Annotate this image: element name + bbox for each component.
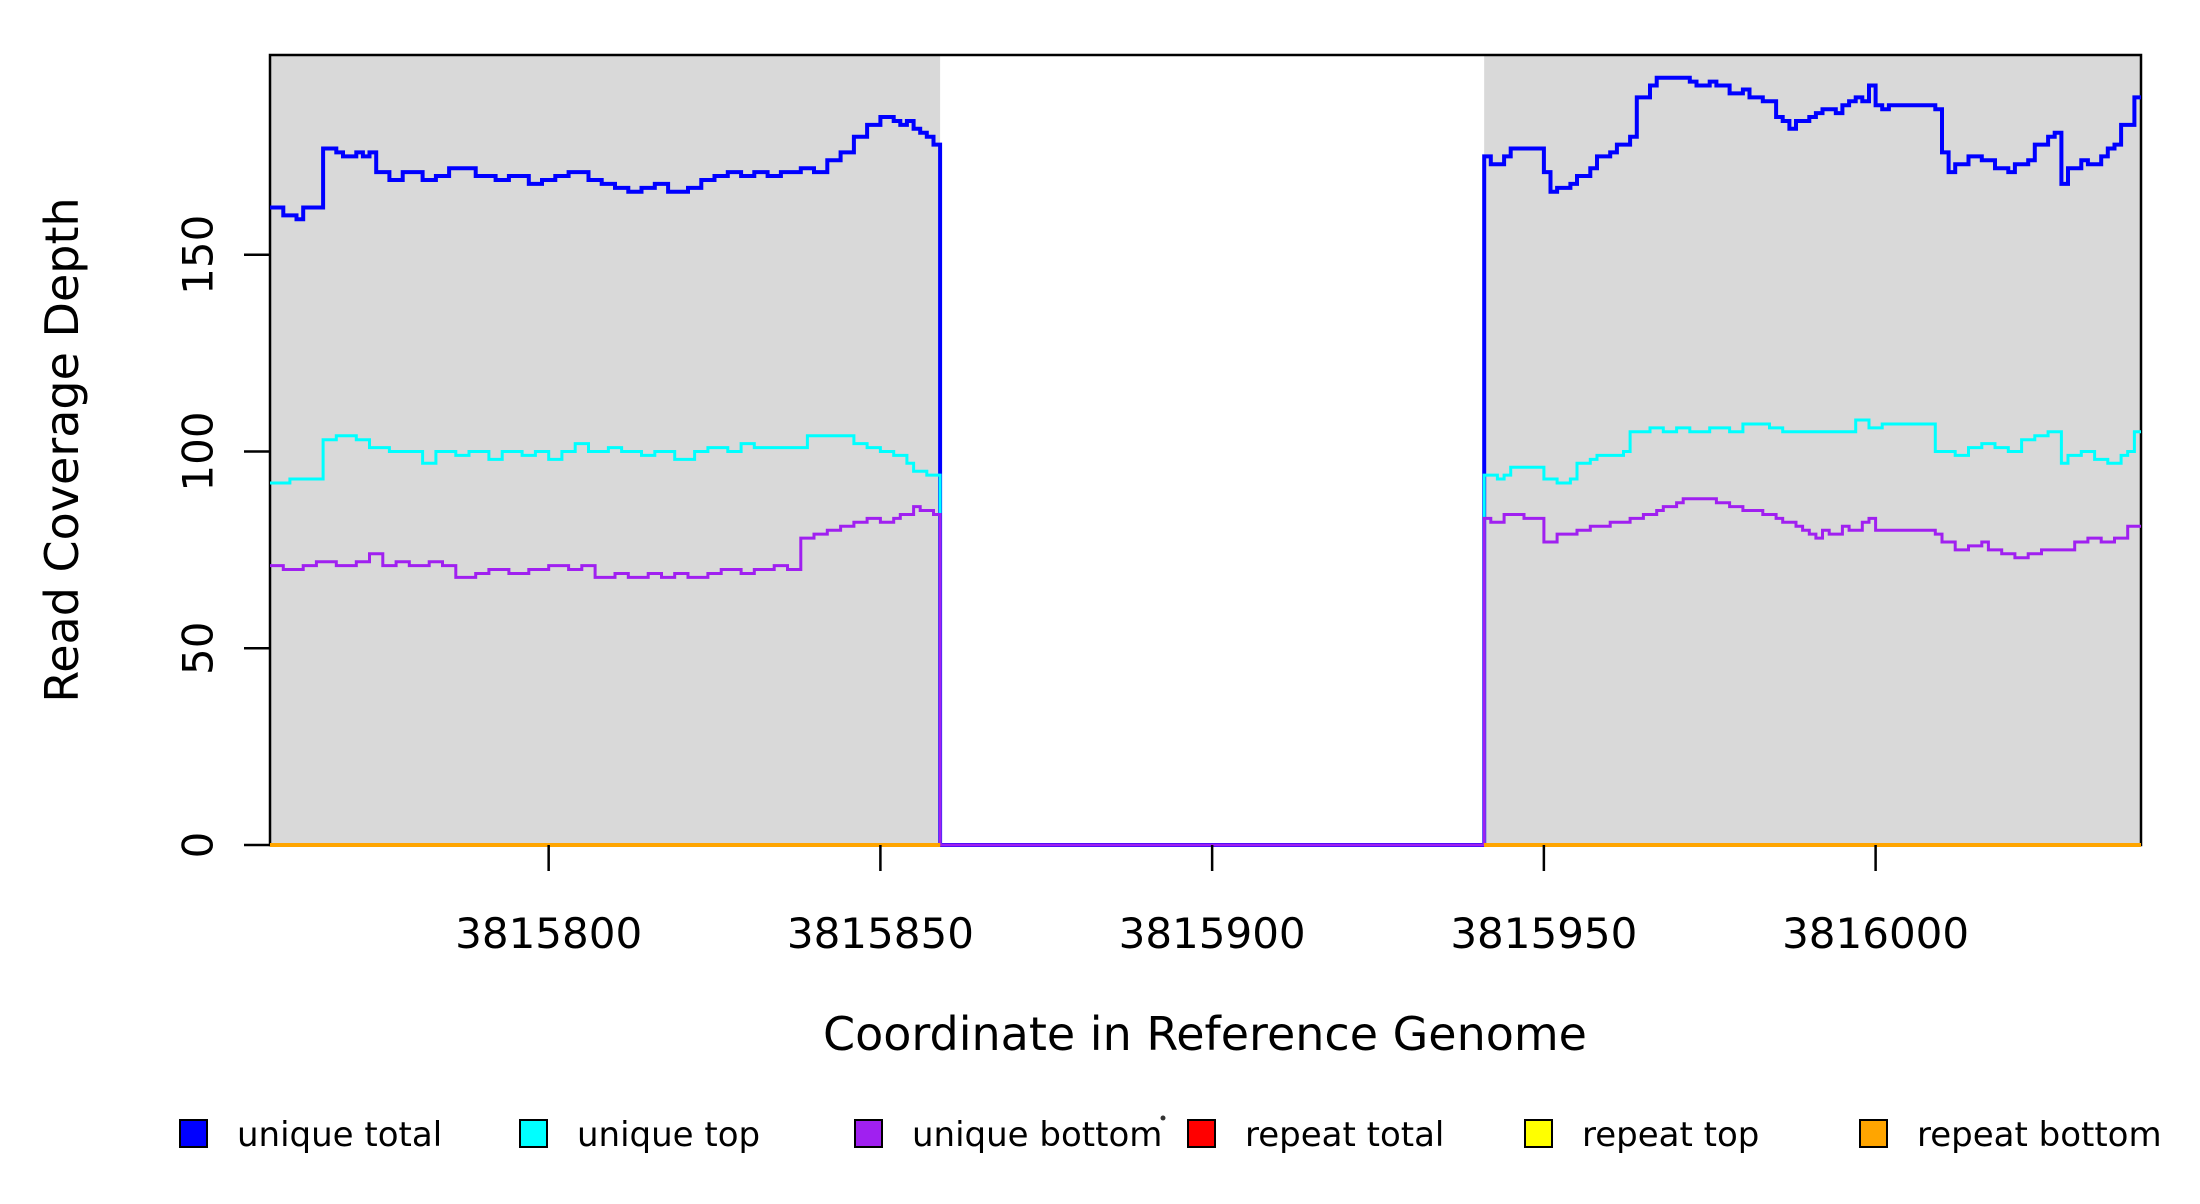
x-axis-title: Coordinate in Reference Genome: [823, 1007, 1587, 1061]
y-tick-label: 50: [174, 622, 223, 675]
series-line-unique-top: [270, 418, 2141, 847]
legend-swatch: [519, 1119, 548, 1148]
stray-dot: [1160, 1115, 1166, 1121]
legend-swatch: [854, 1119, 883, 1148]
legend-item-repeat-top: repeat top: [1524, 1115, 1759, 1155]
y-tick-label: 0: [174, 832, 223, 859]
unique-region-right: [1484, 55, 2141, 845]
legend-item-unique-bottom: unique bottom: [854, 1115, 1162, 1155]
y-tick-label: 150: [174, 215, 223, 295]
legend-label: repeat bottom: [1917, 1115, 2162, 1155]
legend-item-repeat-total: repeat total: [1187, 1115, 1444, 1155]
shaded-regions: [270, 55, 2141, 845]
x-tick-label: 3816000: [1782, 909, 1969, 958]
legend-swatch: [179, 1119, 208, 1148]
legend-swatch: [1187, 1119, 1216, 1148]
x-tick-label: 3815850: [787, 909, 974, 958]
y-tick-label: 100: [174, 411, 223, 491]
y-axis-title: Read Coverage Depth: [35, 197, 89, 702]
legend-item-repeat-bottom: repeat bottom: [1859, 1115, 2162, 1155]
legend: unique total unique top unique bottom repea…: [179, 1115, 2162, 1155]
legend-label: unique bottom: [912, 1115, 1162, 1155]
legend-label: unique total: [237, 1115, 442, 1155]
x-tick-label: 3815900: [1119, 909, 1306, 958]
legend-swatch: [1859, 1119, 1888, 1148]
legend-swatch: [1524, 1119, 1553, 1148]
series-line-unique-total: [270, 75, 2141, 847]
x-tick-label: 3815950: [1450, 909, 1637, 958]
legend-label: repeat top: [1582, 1115, 1759, 1155]
series-lines: [270, 75, 2141, 847]
x-tick-label: 3815800: [455, 909, 642, 958]
legend-label: repeat total: [1245, 1115, 1444, 1155]
legend-label: unique top: [577, 1115, 760, 1155]
legend-item-unique-total: unique total: [179, 1115, 442, 1155]
series-line-unique-bottom: [270, 497, 2141, 847]
axes-ticks: 3815800 3815850 3815900 3815950 3816000 0 50 10…: [174, 215, 1970, 958]
legend-item-unique-top: unique top: [519, 1115, 760, 1155]
